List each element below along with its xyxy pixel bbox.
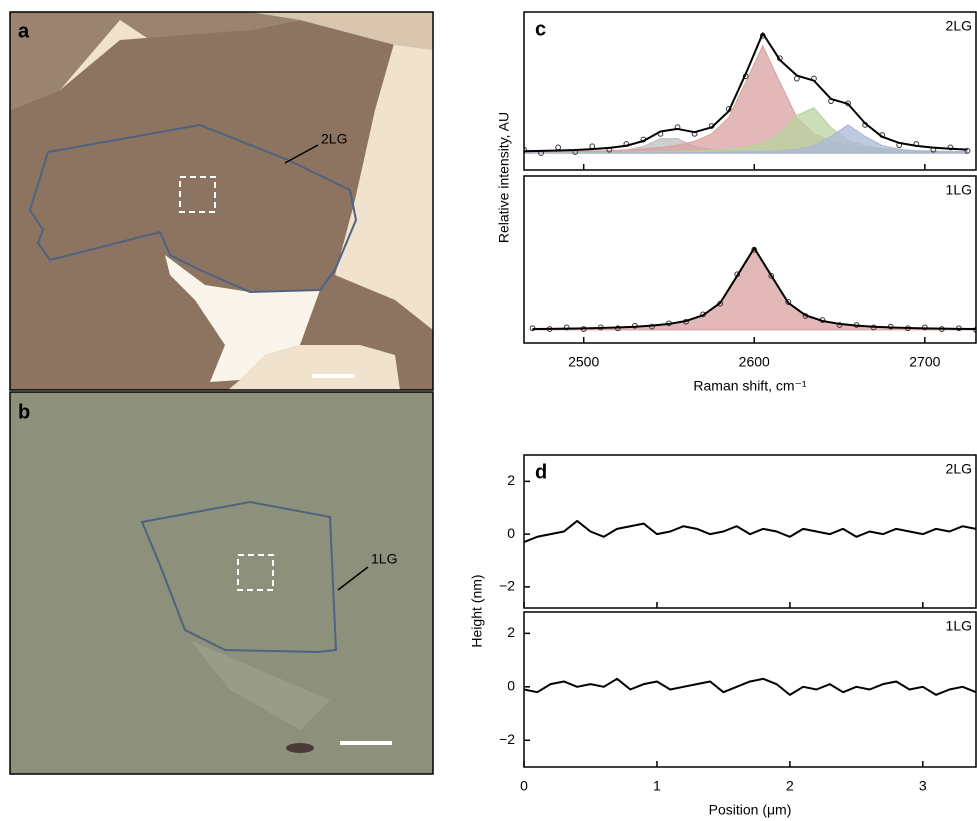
micrograph-a: a 2LG	[9, 11, 434, 391]
x-tick-label: 1	[653, 778, 661, 794]
substrate	[250, 12, 433, 50]
data-point	[589, 143, 596, 150]
data-point	[768, 272, 775, 279]
flake-label: 2LG	[321, 131, 347, 147]
flake	[10, 20, 433, 390]
data-point	[524, 146, 527, 153]
data-line	[524, 519, 976, 543]
y-tick-label: −2	[499, 578, 515, 594]
flake-label: 1LG	[371, 551, 397, 567]
y-axis-label: Height (nm)	[469, 574, 485, 647]
panel-label: d	[535, 461, 547, 483]
y-tick-label: 0	[507, 525, 515, 541]
scan-area	[179, 176, 216, 213]
y-tick-label: 2	[507, 624, 515, 640]
flake	[190, 640, 330, 730]
x-tick-label: 2	[786, 778, 794, 794]
data-line	[532, 247, 976, 331]
x-axis-label: Position (μm)	[709, 802, 792, 818]
plot-area	[524, 32, 971, 156]
data-point	[964, 147, 971, 154]
y-axis-label: Relative intensity, AU	[496, 112, 512, 243]
flake-outline	[28, 123, 358, 294]
panel-label: b	[18, 401, 30, 423]
plot-area	[524, 677, 976, 696]
axes-frame	[523, 11, 977, 171]
data-point	[785, 299, 792, 305]
component-area	[524, 44, 968, 154]
axes-frame	[523, 175, 977, 344]
substrate	[165, 255, 320, 382]
x-tick-label: 3	[919, 778, 927, 794]
image-border	[9, 11, 434, 391]
flake-outline	[140, 500, 338, 654]
data-line	[524, 677, 976, 696]
sample-label: 1LG	[946, 182, 972, 198]
x-axis-label: Raman shift, cm⁻¹	[693, 378, 807, 394]
leader-line	[337, 566, 369, 591]
plot-area	[529, 246, 976, 333]
leader-line	[284, 144, 319, 164]
sample-label: 1LG	[946, 618, 972, 634]
x-tick-label: 2600	[739, 354, 770, 370]
micrograph-b: b 1LG	[9, 391, 434, 775]
data-point	[563, 324, 570, 331]
data-line	[524, 32, 968, 153]
sample-label: 2LG	[946, 18, 972, 34]
x-tick-label: 2700	[909, 354, 940, 370]
x-tick-label: 0	[520, 778, 528, 794]
component-area	[524, 124, 968, 154]
sample-label: 2LG	[946, 461, 972, 477]
plot-area	[524, 519, 976, 543]
component-area	[532, 247, 976, 331]
x-tick-label: 2500	[568, 354, 599, 370]
y-tick-label: 0	[507, 678, 515, 694]
debris	[286, 743, 314, 753]
y-tick-label: 2	[507, 472, 515, 488]
panel-label: c	[535, 18, 546, 40]
axes-frame	[523, 454, 977, 609]
scan-area	[237, 554, 274, 591]
flake	[10, 12, 300, 110]
image-border	[9, 391, 434, 775]
data-point	[555, 144, 562, 151]
axes-frame	[523, 611, 977, 768]
y-tick-label: −2	[499, 731, 515, 747]
image-background	[10, 392, 433, 774]
panel-label: a	[18, 20, 30, 42]
data-point	[947, 144, 954, 151]
